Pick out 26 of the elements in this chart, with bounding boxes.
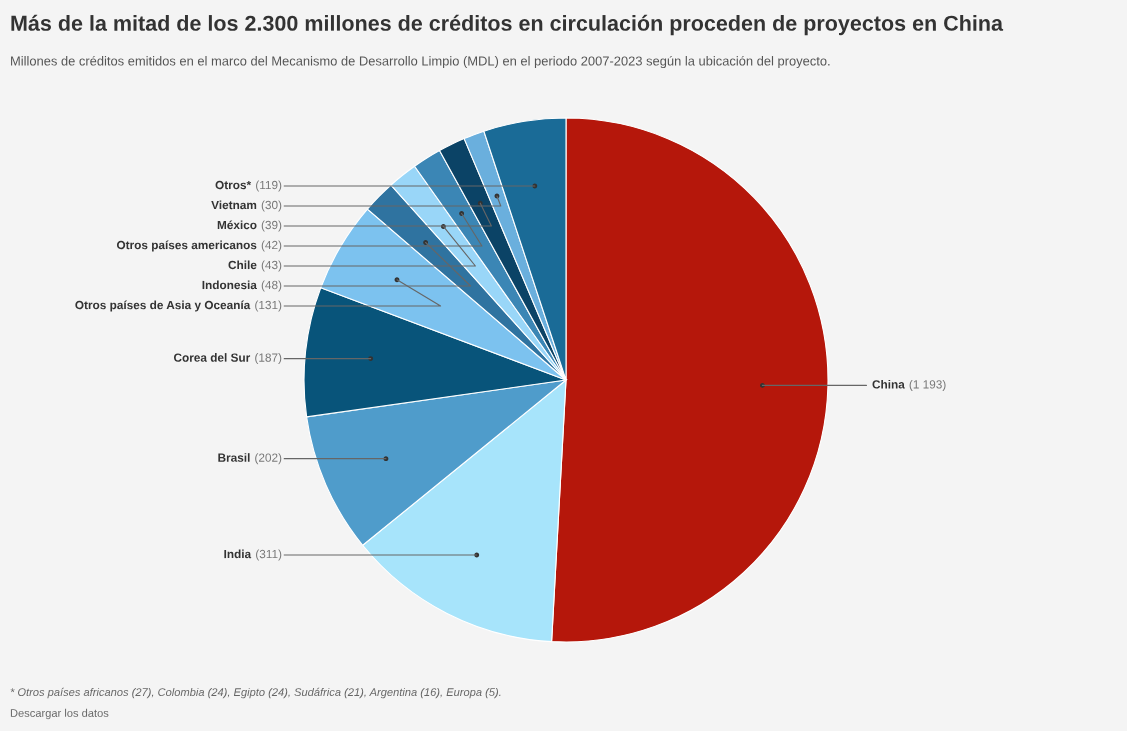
- slice-label: México: [217, 220, 257, 230]
- data-label: (30): [261, 200, 282, 212]
- text: Descargar los datos: [10, 708, 109, 720]
- data-label: (43): [261, 260, 282, 272]
- slice-label: Otros*: [215, 180, 252, 190]
- slice-label: Indonesia: [202, 280, 257, 290]
- data-label: (131): [255, 300, 282, 312]
- slice-label: Brasil: [218, 453, 250, 462]
- slice-label: Corea del Sur: [173, 353, 251, 362]
- data-label: (39): [261, 220, 282, 232]
- data-label: (1 193): [909, 379, 946, 391]
- data-label: (119): [256, 180, 282, 192]
- slice-label: India: [224, 549, 252, 559]
- slice-label: Vietnam: [211, 200, 257, 210]
- data-label: (311): [256, 549, 282, 561]
- chart-subtitle: Millones de créditos emitidos en el marco del Mecanismo de Desarrollo Limpio (MDL) en el periodo 2007-2023 según la ubicación del proyecto.: [11, 55, 830, 69]
- data-label: (48): [261, 280, 282, 292]
- chart-title: Más de la mitad de los 2.300 millones de créditos en circulación proceden de proyectos en China: [11, 14, 1004, 36]
- slice-label: Chile: [228, 260, 257, 270]
- data-label: (187): [255, 353, 282, 365]
- slice-label: Otros países de Asia y Oceanía: [75, 300, 251, 312]
- text: * Otros países africanos (27), Colombia (24), Egipto (24), Sudáfrica (21), Argentina (16), Europa (5).: [10, 687, 501, 699]
- slice-label: Otros países americanos: [116, 240, 257, 252]
- data-label: (42): [261, 240, 282, 252]
- slice-label: China: [872, 379, 905, 389]
- data-label: (202): [255, 453, 282, 465]
